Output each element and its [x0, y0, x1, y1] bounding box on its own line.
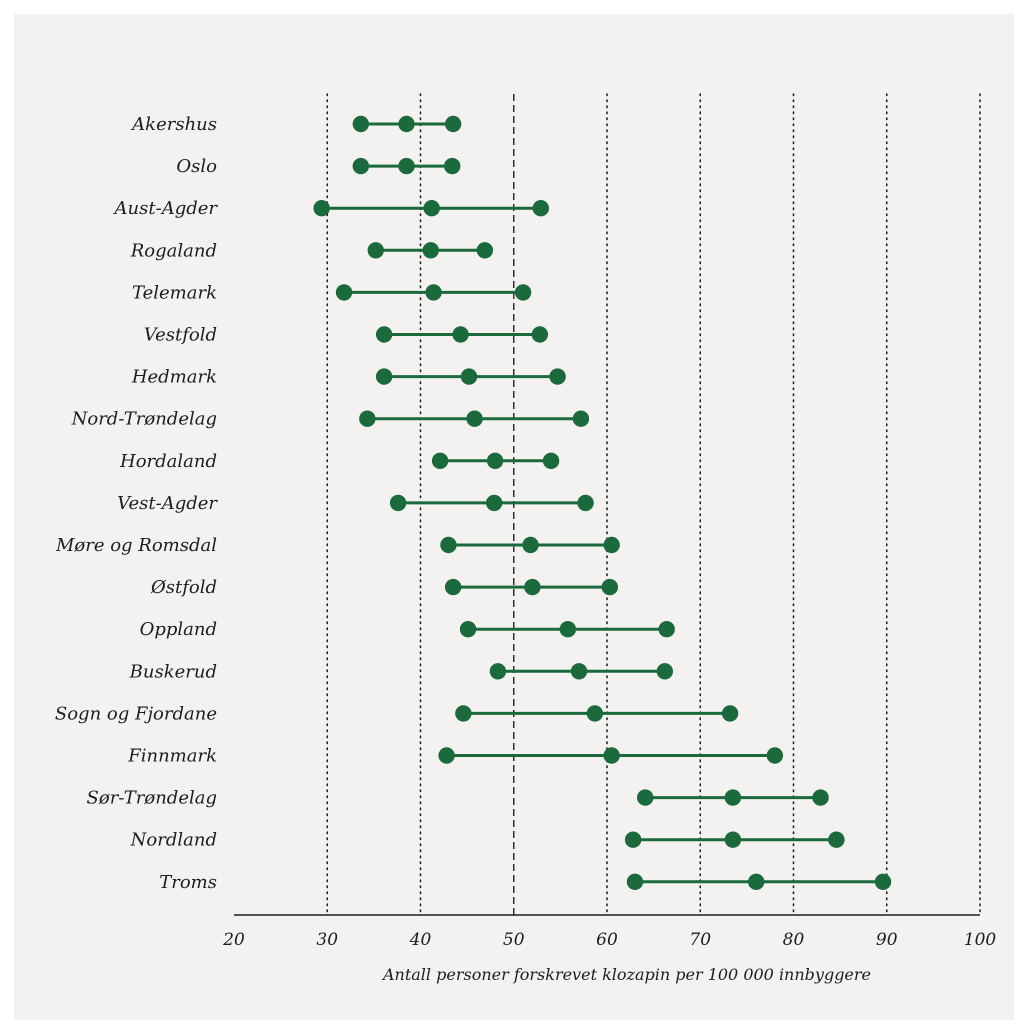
- mid-dot: [485, 494, 503, 512]
- region-label: Troms: [159, 872, 217, 893]
- mid-dot: [466, 410, 483, 427]
- region-label: Sogn og Fjordane: [55, 703, 217, 724]
- max-dot: [476, 242, 494, 259]
- x-tick-label-30: 30: [316, 930, 338, 950]
- min-dot: [359, 410, 376, 427]
- region-label: Oppland: [140, 619, 217, 640]
- max-dot: [812, 789, 829, 806]
- region-label: Hedmark: [131, 367, 217, 388]
- x-tick-label-90: 90: [876, 930, 898, 950]
- region-label: Vest-Agder: [117, 493, 218, 514]
- region-label: Nord-Trøndelag: [71, 409, 217, 430]
- x-tick-label-70: 70: [689, 930, 711, 950]
- x-tick-label-40: 40: [409, 930, 432, 950]
- min-dot: [352, 115, 370, 133]
- min-dot: [624, 831, 642, 848]
- max-dot: [532, 200, 549, 217]
- max-dot: [514, 284, 532, 301]
- max-dot: [572, 410, 590, 427]
- region-label: Akershus: [130, 114, 217, 135]
- min-dot: [459, 621, 477, 638]
- max-dot: [444, 115, 462, 133]
- region-label: Telemark: [132, 282, 217, 303]
- min-dot: [375, 326, 393, 343]
- min-dot: [444, 578, 462, 596]
- mid-dot: [586, 705, 604, 722]
- min-dot: [335, 284, 353, 301]
- mid-dot: [486, 452, 504, 469]
- min-dot: [375, 368, 393, 385]
- region-label: Møre og Romsdal: [55, 535, 217, 556]
- x-tick-label-20: 20: [222, 930, 245, 950]
- mid-dot: [452, 326, 469, 343]
- mid-dot: [398, 115, 415, 133]
- max-dot: [721, 705, 739, 722]
- mid-dot: [522, 536, 539, 554]
- mid-dot: [748, 873, 765, 890]
- mid-dot: [460, 368, 478, 385]
- min-dot: [389, 494, 407, 512]
- region-label: Finnmark: [127, 746, 217, 767]
- min-dot: [431, 452, 449, 469]
- x-tick-label-100: 100: [964, 930, 997, 950]
- max-dot: [542, 452, 560, 469]
- max-dot: [531, 326, 549, 343]
- max-dot: [577, 494, 594, 512]
- max-dot: [874, 873, 892, 890]
- max-dot: [658, 621, 675, 638]
- min-dot: [438, 747, 455, 764]
- x-tick-label-50: 50: [503, 930, 525, 950]
- min-dot: [626, 873, 644, 890]
- region-label: Sør-Trøndelag: [87, 788, 217, 809]
- min-dot: [367, 242, 384, 259]
- mid-dot: [422, 242, 439, 259]
- mid-dot: [559, 621, 577, 638]
- max-dot: [766, 747, 784, 764]
- max-dot: [656, 663, 674, 680]
- max-dot: [603, 536, 620, 554]
- x-tick-labels: 20 30 40 50 60 70 80 90 100: [222, 930, 996, 950]
- max-dot: [444, 157, 461, 175]
- region-label: Aust-Agder: [113, 198, 219, 219]
- mid-dot: [398, 157, 415, 175]
- mid-dot: [423, 200, 440, 217]
- region-label: Hordaland: [119, 451, 217, 472]
- region-label: Rogaland: [130, 240, 217, 261]
- min-dot: [455, 705, 472, 722]
- dot-range-chart: Akershus Oslo Aust-Agder Rogaland Telemark Ve…: [55, 93, 996, 984]
- max-dot: [601, 578, 618, 596]
- region-label: Østfold: [150, 577, 217, 598]
- region-label: Nordland: [130, 830, 217, 851]
- mid-dot: [524, 578, 541, 596]
- max-dot: [549, 368, 566, 385]
- mid-dot: [603, 747, 620, 764]
- region-label: Vestfold: [144, 325, 217, 346]
- mid-dot: [724, 789, 742, 806]
- x-tick-label-80: 80: [783, 930, 805, 950]
- min-dot: [313, 200, 330, 217]
- min-dot: [489, 663, 507, 680]
- max-dot: [828, 831, 845, 848]
- mid-dot: [724, 831, 742, 848]
- min-dot: [440, 536, 457, 554]
- mid-dot: [425, 284, 442, 301]
- region-label: Buskerud: [129, 661, 217, 682]
- grid-layer: [326, 93, 981, 916]
- x-tick-label-60: 60: [596, 930, 618, 950]
- region-labels: Akershus Oslo Aust-Agder Rogaland Telemark Ve…: [55, 114, 218, 893]
- min-dot: [352, 157, 370, 175]
- min-dot: [637, 789, 654, 806]
- chart-panel: Akershus Oslo Aust-Agder Rogaland Telemark Ve…: [14, 14, 1014, 1020]
- range-layer: [313, 115, 892, 890]
- x-axis-title: Antall personer forskrevet klozapin per …: [381, 965, 871, 984]
- region-label: Oslo: [176, 156, 217, 177]
- mid-dot: [570, 663, 588, 680]
